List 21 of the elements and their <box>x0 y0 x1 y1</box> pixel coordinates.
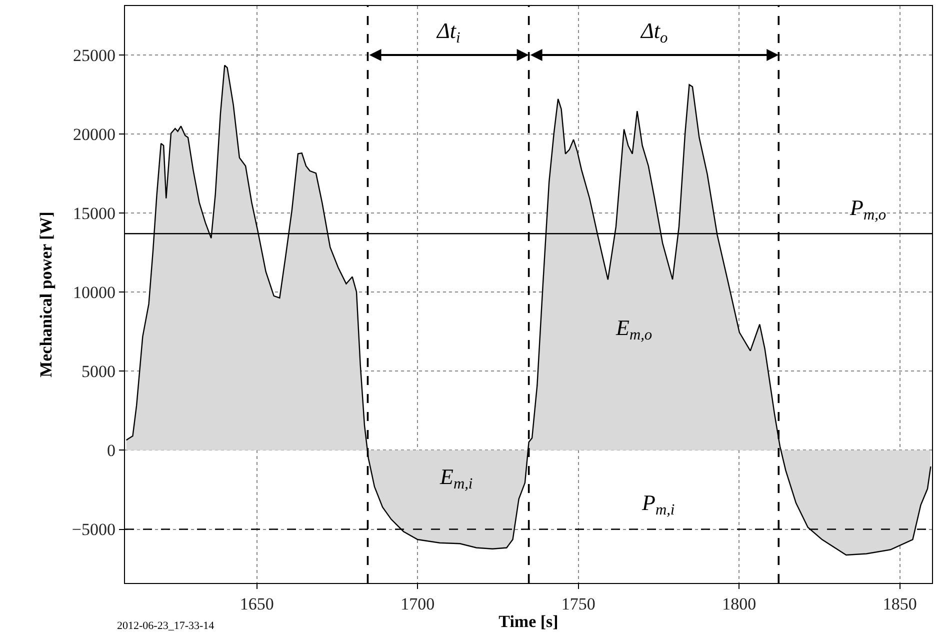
x-axis-title: Time [s] <box>498 612 558 631</box>
y-tick-label: 20000 <box>73 125 116 144</box>
ref-line-label: P$_{m,i}$ <box>641 490 675 519</box>
y-tick-label: 10000 <box>73 283 116 302</box>
x-tick-label: 1700 <box>400 594 435 614</box>
y-tick-label: −5000 <box>72 520 116 540</box>
y-tick-label: 15000 <box>73 204 116 224</box>
annotation: Δt$_{i}$ <box>436 18 460 47</box>
ref-line-label: P$_{m,o}$ <box>849 195 886 224</box>
y-axis-title: Mechanical power [W] <box>36 212 56 378</box>
y-tick-label: 0 <box>107 441 116 460</box>
x-tick-label: 1750 <box>561 594 596 614</box>
y-tick-label: 5000 <box>82 362 116 382</box>
text: 2012-06-23_17-33-14 <box>117 620 215 632</box>
x-tick-label: 1650 <box>240 594 274 614</box>
y-tick-label: 25000 <box>73 46 116 65</box>
annotation: Δt$_{o}$ <box>640 18 668 47</box>
x-tick-label: 1850 <box>882 594 917 614</box>
annotation: E$_{m,o}$ <box>615 315 652 344</box>
annotation: E$_{m,i}$ <box>439 464 473 493</box>
x-tick-label: 1800 <box>722 594 756 614</box>
